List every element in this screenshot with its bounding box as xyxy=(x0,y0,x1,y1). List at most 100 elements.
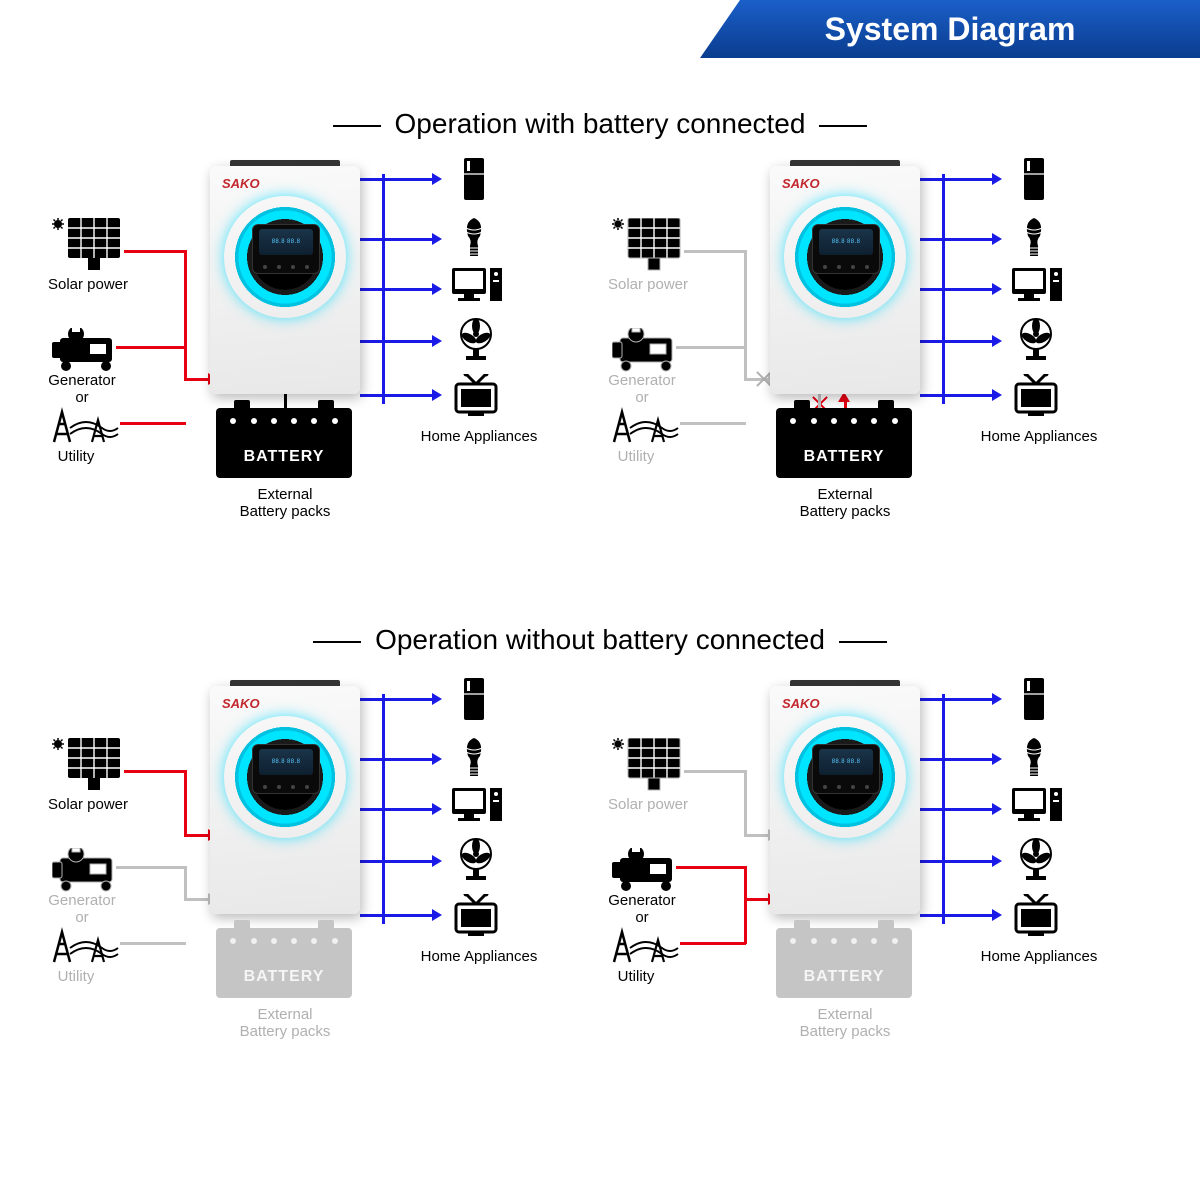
arrow-icon xyxy=(432,803,442,815)
solar-label: Solar power xyxy=(42,796,134,813)
solar-label: Solar power xyxy=(602,276,694,293)
lcd-display: 88.8 88.8 xyxy=(259,229,313,255)
wire xyxy=(920,238,994,241)
arrow-icon xyxy=(992,389,1002,401)
wire xyxy=(680,422,746,425)
utility-icon xyxy=(608,406,682,451)
arrow-icon xyxy=(992,693,1002,705)
wire xyxy=(684,770,746,773)
battery-pack: BATTERY xyxy=(216,408,352,478)
fan-icon xyxy=(1016,318,1058,367)
arrow-icon xyxy=(992,233,1002,245)
arrow-icon xyxy=(432,283,442,295)
wire xyxy=(920,914,994,917)
arrow-icon xyxy=(992,803,1002,815)
generator-label: Generator or xyxy=(602,892,682,927)
inverter-unit: SAKO 88.8 88.8 xyxy=(770,686,920,914)
bulb-icon xyxy=(1020,218,1048,263)
wire xyxy=(120,942,186,945)
wire xyxy=(360,860,434,863)
wire xyxy=(920,698,994,701)
diagram-quadrant: SAKO 88.8 88.8 BATTERYSolar powerGenerat… xyxy=(608,160,1148,560)
fridge-icon xyxy=(1024,158,1046,207)
fan-icon xyxy=(1016,838,1058,887)
wire xyxy=(920,340,994,343)
generator-label: Generator or xyxy=(42,372,122,407)
tv-icon xyxy=(454,894,500,943)
home-appliances-label: Home Appliances xyxy=(414,948,544,965)
solar-panel-icon xyxy=(608,738,684,797)
wire xyxy=(184,834,210,837)
utility-label: Utility xyxy=(46,968,106,985)
utility-icon xyxy=(48,926,122,971)
battery-pack: BATTERY xyxy=(776,408,912,478)
wire xyxy=(360,288,384,291)
fridge-icon xyxy=(464,158,486,207)
wire xyxy=(124,250,186,253)
generator-icon xyxy=(612,328,676,377)
brand-label: SAKO xyxy=(782,176,820,191)
wire xyxy=(744,866,747,944)
ext-battery-label: External Battery packs xyxy=(780,486,910,521)
section-2-title: Operation without battery connected xyxy=(0,624,1200,656)
pc-icon xyxy=(1012,268,1064,309)
solar-panel-icon xyxy=(48,218,124,277)
lcd-display: 88.8 88.8 xyxy=(259,749,313,775)
battery-label: BATTERY xyxy=(776,448,912,466)
ext-battery-label: External Battery packs xyxy=(220,486,350,521)
inverter-unit: SAKO 88.8 88.8 xyxy=(210,686,360,914)
arrow-icon xyxy=(432,173,442,185)
brand-label: SAKO xyxy=(222,696,260,711)
solar-label: Solar power xyxy=(602,796,694,813)
utility-icon xyxy=(608,926,682,971)
tv-icon xyxy=(1014,374,1060,423)
arrow-icon xyxy=(432,389,442,401)
pc-icon xyxy=(452,268,504,309)
generator-label: Generator or xyxy=(602,372,682,407)
arrow-icon xyxy=(992,173,1002,185)
wire xyxy=(920,860,994,863)
wire xyxy=(684,250,746,253)
tv-icon xyxy=(1014,894,1060,943)
wire xyxy=(744,770,747,836)
home-appliances-label: Home Appliances xyxy=(974,428,1104,445)
wire xyxy=(184,250,187,380)
ext-battery-label: External Battery packs xyxy=(780,1006,910,1041)
arrow-icon xyxy=(992,283,1002,295)
arrow-icon xyxy=(432,693,442,705)
battery-label: BATTERY xyxy=(776,968,912,986)
wire xyxy=(920,288,944,291)
arrow-icon xyxy=(432,909,442,921)
arrow-icon xyxy=(992,855,1002,867)
fan-icon xyxy=(456,838,498,887)
wire xyxy=(360,758,434,761)
battery-label: BATTERY xyxy=(216,968,352,986)
wire xyxy=(360,238,434,241)
arrow-icon xyxy=(992,909,1002,921)
pc-icon xyxy=(1012,788,1064,829)
utility-icon xyxy=(48,406,122,451)
wire xyxy=(680,942,746,945)
utility-label: Utility xyxy=(606,448,666,465)
generator-icon xyxy=(52,328,116,377)
inverter-unit: SAKO 88.8 88.8 xyxy=(210,166,360,394)
wire xyxy=(360,914,434,917)
ext-battery-label: External Battery packs xyxy=(220,1006,350,1041)
brand-label: SAKO xyxy=(782,696,820,711)
bulb-icon xyxy=(460,218,488,263)
bulb-icon xyxy=(460,738,488,783)
arrow-icon xyxy=(992,335,1002,347)
generator-icon xyxy=(612,848,676,897)
wire xyxy=(184,866,187,900)
brand-label: SAKO xyxy=(222,176,260,191)
solar-panel-icon xyxy=(608,218,684,277)
generator-label: Generator or xyxy=(42,892,122,927)
home-appliances-label: Home Appliances xyxy=(974,948,1104,965)
wire xyxy=(360,808,384,811)
wire xyxy=(920,808,944,811)
pc-icon xyxy=(452,788,504,829)
wire xyxy=(920,394,994,397)
wire xyxy=(116,346,186,349)
wire xyxy=(676,346,746,349)
bulb-icon xyxy=(1020,738,1048,783)
